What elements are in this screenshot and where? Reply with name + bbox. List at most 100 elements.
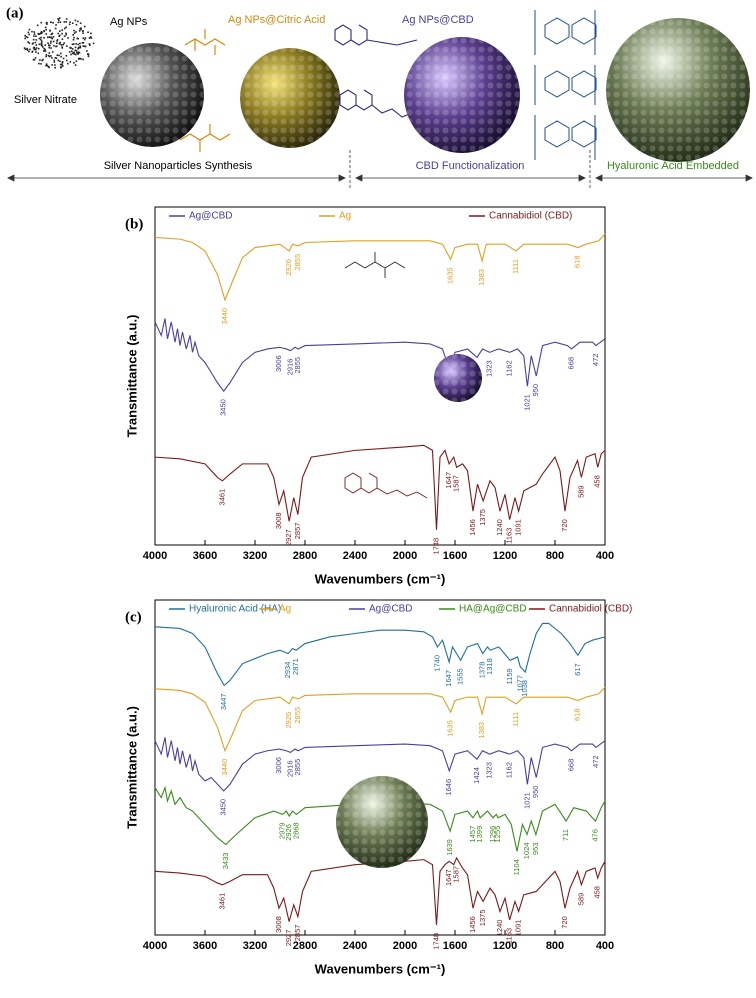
peak-label: 2926 (284, 259, 293, 276)
nitrate-dot (78, 57, 81, 60)
nitrate-dot (81, 42, 84, 44)
peak-label: 458 (593, 886, 602, 899)
nitrate-dot (49, 36, 52, 39)
sphere-texture (404, 37, 520, 153)
peak-label: 1383 (477, 722, 486, 739)
peak-label: 2926 (284, 824, 293, 841)
nitrate-dot (73, 36, 75, 39)
nitrate-dot (45, 54, 48, 56)
peak-label: 3433 (221, 853, 230, 870)
nitrate-dot (87, 31, 89, 34)
peak-label: 1587 (452, 475, 461, 492)
nitrate-dot (49, 21, 52, 24)
nitrate-dot (51, 64, 53, 66)
nitrate-dot (47, 42, 49, 45)
nitrate-dot (72, 38, 75, 41)
nitrate-dot (33, 48, 36, 51)
nitrate-dot (43, 36, 45, 39)
nitrate-dot (44, 48, 46, 51)
nitrate-dot (27, 31, 30, 34)
nitrate-dot (82, 30, 84, 32)
stage-label: CBD Functionalization (416, 160, 525, 172)
spectrum-line (154, 622, 606, 687)
nitrate-dot (68, 23, 71, 26)
peak-label: 1456 (468, 916, 477, 933)
nitrate-dot (76, 37, 79, 40)
nitrate-dot (38, 62, 40, 65)
peak-label: 2871 (291, 658, 300, 675)
legend-label: Ag (279, 604, 291, 615)
nitrate-dot (35, 47, 38, 49)
nitrate-dot (28, 33, 30, 36)
peak-label: 668 (566, 759, 575, 772)
peak-label: 1635 (446, 720, 455, 737)
peak-label: 953 (531, 843, 540, 856)
sphere-texture (100, 43, 204, 147)
nitrate-dot (40, 40, 43, 43)
nitrate-dot (61, 46, 63, 48)
nitrate-dot (60, 66, 62, 69)
nitrate-dot (77, 47, 79, 50)
nitrate-dot (89, 36, 92, 38)
nitrate-dot (62, 57, 65, 60)
nitrate-dot (49, 29, 51, 32)
x-tick-label: 3200 (243, 550, 267, 562)
nitrate-dot (43, 30, 45, 32)
peak-label: 1024 (522, 843, 531, 860)
peak-label: 1647 (444, 869, 453, 886)
peak-label: 1457 (468, 826, 477, 843)
nitrate-dot (39, 59, 41, 61)
nitrate-dot (40, 30, 43, 33)
nitrate-dot (65, 26, 67, 29)
nitrate-dot (65, 55, 68, 57)
peak-label: 1240 (495, 920, 504, 937)
x-tick-label: 1600 (443, 550, 467, 562)
nitrate-dot (61, 32, 63, 35)
x-tick-label: 400 (596, 550, 614, 562)
nitrate-dot (48, 52, 51, 54)
nitrate-dot (78, 30, 81, 32)
nitrate-dot (80, 58, 82, 60)
nitrate-dot (75, 60, 78, 63)
nitrate-dot (26, 49, 29, 51)
scheme-label: Silver Nitrate (14, 94, 77, 106)
nitrate-dot (53, 61, 56, 63)
nitrate-dot (62, 43, 65, 46)
peak-label: 617 (573, 663, 582, 676)
peak-label: 1587 (452, 866, 461, 883)
peak-label: 3006 (274, 355, 283, 372)
nitrate-dot (65, 59, 68, 62)
nitrate-dot (71, 48, 74, 50)
nitrate-dot (57, 59, 60, 62)
nitrate-dot (59, 52, 62, 55)
peak-label: 1159 (505, 668, 514, 684)
nitrate-dot (60, 55, 62, 58)
peak-label: 1163 (505, 528, 514, 544)
spectrum-line (154, 233, 606, 302)
inset-citric-acid (344, 252, 406, 278)
spectrum-line (154, 856, 606, 925)
nitrate-dot (58, 17, 61, 19)
peak-label: 720 (560, 916, 569, 929)
nitrate-dot (26, 36, 29, 39)
peak-label: 1639 (445, 839, 454, 856)
peak-label: 3440 (220, 308, 229, 325)
spectrum-line (154, 444, 606, 530)
peak-label: 1091 (514, 920, 523, 937)
peak-label: 1296 (488, 826, 497, 843)
nitrate-dot (78, 51, 81, 54)
x-tick-label: 400 (596, 940, 614, 952)
nitrate-dot (67, 62, 69, 65)
nitrate-dot (88, 43, 91, 45)
peak-label: 3450 (219, 799, 228, 816)
nitrate-dot (75, 53, 77, 56)
nitrate-dot (51, 57, 53, 59)
nitrate-dot (54, 66, 56, 69)
peak-label: 1162 (505, 360, 514, 376)
nitrate-dot (48, 46, 51, 49)
nitrate-dot (38, 33, 41, 35)
peak-label: 476 (590, 829, 599, 842)
nitrate-dot (24, 37, 26, 40)
nitrate-dot (83, 25, 86, 28)
peak-label: 1162 (505, 762, 514, 778)
